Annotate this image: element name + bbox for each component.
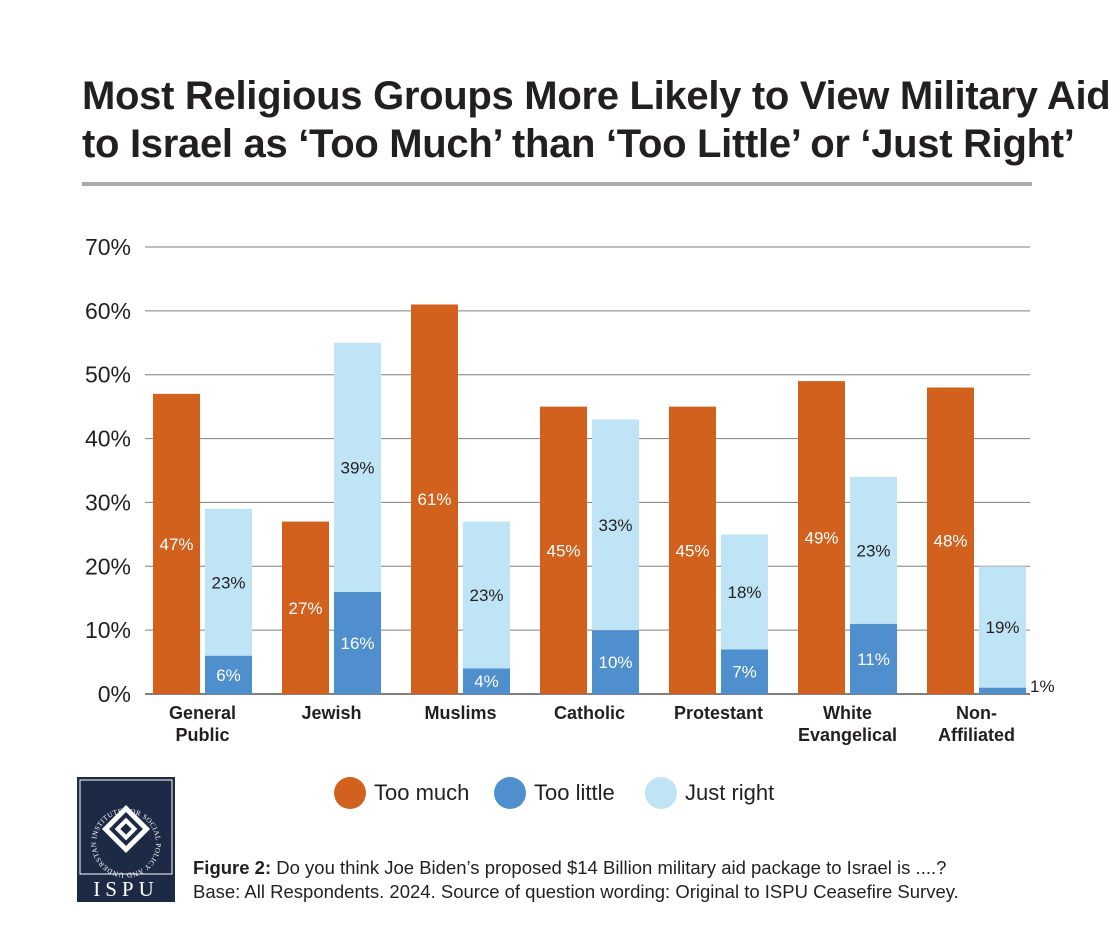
x-tick-label: Catholic	[554, 703, 625, 723]
bar-just-right	[850, 476, 897, 624]
bar-too-little	[334, 591, 381, 694]
bar-too-much	[540, 406, 587, 694]
figure-caption: Figure 2: Do you think Joe Biden’s propo…	[193, 856, 959, 904]
y-tick-label: 40%	[85, 426, 131, 452]
bar-too-much	[411, 304, 458, 694]
gridlines	[145, 246, 1030, 695]
y-tick-label: 10%	[85, 617, 131, 643]
y-tick-label: 20%	[85, 553, 131, 579]
bar-too-much	[282, 521, 329, 694]
bar-label-too-little: 16%	[340, 634, 374, 653]
bar-too-little	[592, 630, 639, 694]
bar-just-right	[592, 419, 639, 631]
legend-just-right: Just right	[645, 777, 774, 809]
bar-label-too-little: 1%	[1030, 677, 1055, 696]
x-tick-label: White	[823, 703, 872, 723]
bar-too-much	[798, 381, 845, 694]
bar-too-much	[669, 406, 716, 694]
x-tick-label: General	[169, 703, 236, 723]
legend-label: Too little	[534, 780, 615, 805]
x-tick-label: Jewish	[301, 703, 361, 723]
bar-label-too-much: 48%	[933, 532, 967, 551]
bar-too-little	[205, 655, 252, 694]
chart-title-line-1: Most Religious Groups More Likely to Vie…	[82, 74, 1111, 118]
caption-figure-label: Figure 2:	[193, 857, 272, 878]
x-tick-label: Protestant	[674, 703, 763, 723]
caption-line-1: Figure 2: Do you think Joe Biden’s propo…	[193, 856, 959, 880]
bar-label-just-right: 23%	[211, 573, 245, 592]
x-tick-label: Public	[175, 725, 229, 745]
bar-just-right	[463, 521, 510, 669]
bar-just-right	[721, 534, 768, 650]
legend: Too much Too little Just right	[334, 777, 774, 809]
bar-label-too-little: 10%	[598, 653, 632, 672]
logo-diamond-icon	[101, 804, 151, 854]
bar-label-just-right: 18%	[727, 583, 761, 602]
ispu-logo: INSTITUTE FOR SOCIAL POLICY AND UNDERSTA…	[77, 777, 175, 902]
bar-too-little	[979, 687, 1026, 694]
bar-label-too-much: 47%	[159, 535, 193, 554]
bar-label-too-much: 45%	[546, 541, 580, 560]
y-tick-label: 60%	[85, 298, 131, 324]
bar-label-too-little: 4%	[474, 672, 499, 691]
bar-label-just-right: 33%	[598, 516, 632, 535]
x-tick-label: Affiliated	[938, 725, 1015, 745]
legend-too-little: Too little	[494, 777, 615, 809]
bar-label-too-little: 11%	[857, 650, 890, 669]
legend-label: Too much	[374, 780, 469, 805]
bar-label-too-much: 27%	[288, 599, 322, 618]
x-tick-label: Evangelical	[798, 725, 897, 745]
bar-too-little	[463, 668, 510, 694]
bar-label-too-much: 49%	[804, 529, 838, 548]
bar-just-right	[205, 508, 252, 656]
bar-just-right	[979, 566, 1026, 688]
y-tick-label: 0%	[98, 681, 131, 707]
bar-too-much	[153, 393, 200, 694]
y-tick-label: 70%	[85, 234, 131, 260]
y-axis-ticks: 0% 10% 20% 30% 40% 50% 60% 70%	[85, 234, 131, 707]
bar-label-just-right: 39%	[340, 458, 374, 477]
bar-too-much	[927, 387, 974, 694]
y-tick-label: 50%	[85, 362, 131, 388]
bar-label-just-right: 23%	[469, 586, 503, 605]
bar-label-too-little: 7%	[732, 663, 757, 682]
chart-title-line-2: to Israel as ‘Too Much’ than ‘Too Little…	[82, 122, 1075, 166]
bar-label-too-much: 61%	[417, 490, 451, 509]
x-tick-label: Muslims	[424, 703, 496, 723]
legend-label: Just right	[685, 780, 774, 805]
bar-label-just-right: 19%	[985, 618, 1019, 637]
bar-too-little	[850, 623, 897, 694]
caption-line-2: Base: All Respondents. 2024. Source of q…	[193, 881, 959, 902]
logo-wordmark: ISPU	[93, 877, 159, 901]
bar-too-little	[721, 649, 768, 694]
legend-too-much: Too much	[334, 777, 469, 809]
legend-swatch	[494, 777, 526, 809]
legend-swatch	[645, 777, 677, 809]
bar-label-just-right: 23%	[856, 541, 890, 560]
x-tick-label: Non-	[956, 703, 997, 723]
title-divider	[82, 182, 1032, 186]
chart-title: Most Religious Groups More Likely to Vie…	[82, 72, 1111, 168]
logo-inner-border	[79, 779, 173, 875]
bar-label-too-much: 45%	[675, 541, 709, 560]
legend-swatch	[334, 777, 366, 809]
bar-just-right	[334, 342, 381, 592]
caption-question: Do you think Joe Biden’s proposed $14 Bi…	[271, 857, 947, 878]
bar-label-too-little: 6%	[216, 666, 241, 685]
bars	[153, 304, 1026, 694]
bar-labels: 47% 6% 23% 27% 16% 39% 61% 4% 23% 45% 10% 33% 45% 7% 1…	[159, 458, 1054, 696]
y-tick-label: 30%	[85, 489, 131, 515]
